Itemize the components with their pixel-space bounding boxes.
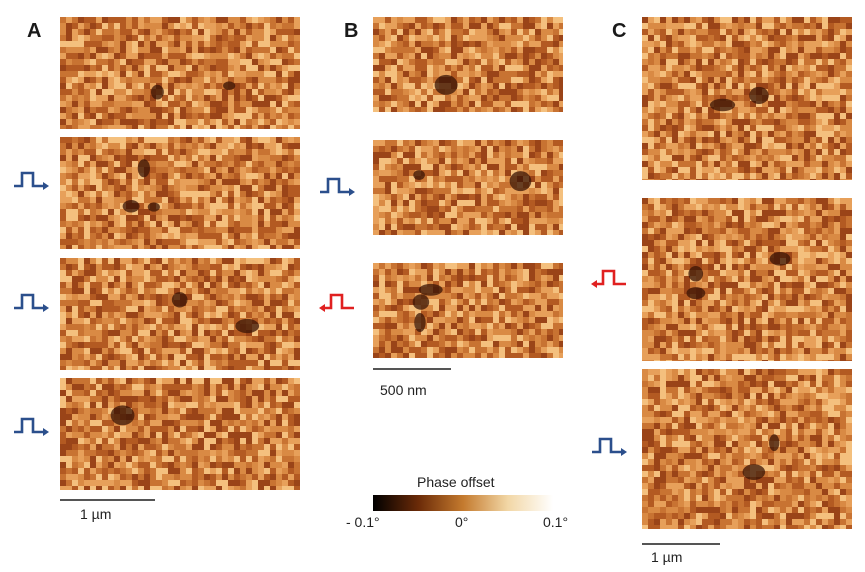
panel-a-image-3 [60,258,300,370]
panel-a-scale-label: 1 µm [80,506,112,522]
colorbar-tick-mid: 0° [455,514,469,530]
positive-pulse-icon [318,176,356,200]
positive-pulse-icon [12,292,50,316]
positive-pulse-icon [12,416,50,440]
panel-c-image-2 [642,198,852,361]
positive-pulse-icon [12,170,50,194]
panel-b-scale-label: 500 nm [380,382,427,398]
panel-a-image-1 [60,17,300,129]
panel-a-image-2 [60,137,300,249]
colorbar-gradient [373,495,553,511]
panel-c-image-1 [642,17,852,180]
colorbar-title: Phase offset [417,474,495,490]
negative-pulse-icon [318,292,356,316]
negative-pulse-icon [590,268,628,292]
panel-b-image-1 [373,17,563,112]
positive-pulse-icon [590,436,628,460]
panel-b-image-3 [373,263,563,358]
panel-c-label: C [612,20,627,42]
colorbar-tick-max: 0.1° [543,514,569,530]
panel-c-scale-bar [642,543,720,545]
colorbar-tick-min: - 0.1° [346,514,380,530]
panel-b-scale-bar [373,368,451,370]
panel-b-label: B [344,20,359,42]
panel-a-scale-bar [60,499,155,501]
panel-b-image-2 [373,140,563,235]
panel-a-label: A [27,20,42,42]
panel-a-image-4 [60,378,300,490]
panel-c-image-3 [642,369,852,529]
panel-c-scale-label: 1 µm [651,549,683,565]
